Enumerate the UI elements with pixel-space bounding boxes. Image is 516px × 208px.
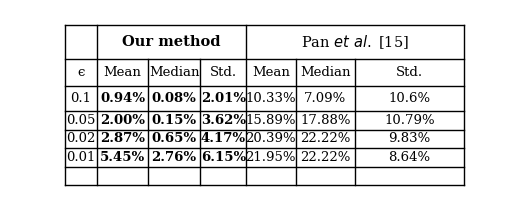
Text: 21.95%: 21.95%: [246, 151, 296, 164]
Text: 8.64%: 8.64%: [389, 151, 431, 164]
Text: Std.: Std.: [209, 66, 237, 79]
Text: 2.87%: 2.87%: [100, 132, 145, 145]
Text: 2.00%: 2.00%: [100, 114, 145, 127]
Text: Std.: Std.: [396, 66, 423, 79]
Text: Median: Median: [149, 66, 199, 79]
Text: 9.83%: 9.83%: [389, 132, 431, 145]
Text: 0.94%: 0.94%: [100, 92, 145, 105]
Text: 3.62%: 3.62%: [201, 114, 246, 127]
Text: Median: Median: [300, 66, 350, 79]
Text: 0.1: 0.1: [70, 92, 91, 105]
Text: 0.02: 0.02: [66, 132, 95, 145]
Text: Mean: Mean: [252, 66, 290, 79]
Text: Mean: Mean: [104, 66, 141, 79]
Text: Pan $\it{et\ al.}$ [15]: Pan $\it{et\ al.}$ [15]: [301, 33, 409, 51]
Text: 7.09%: 7.09%: [304, 92, 346, 105]
Text: 10.33%: 10.33%: [246, 92, 296, 105]
Text: 2.01%: 2.01%: [201, 92, 246, 105]
Text: 4.17%: 4.17%: [201, 132, 246, 145]
Text: 0.65%: 0.65%: [152, 132, 197, 145]
Text: Our method: Our method: [122, 35, 221, 49]
Text: 6.15%: 6.15%: [201, 151, 246, 164]
Text: 0.01: 0.01: [66, 151, 95, 164]
Text: 22.22%: 22.22%: [300, 151, 350, 164]
Text: 20.39%: 20.39%: [246, 132, 296, 145]
Text: 2.76%: 2.76%: [152, 151, 197, 164]
Text: 15.89%: 15.89%: [246, 114, 296, 127]
Text: 0.15%: 0.15%: [152, 114, 197, 127]
Text: 10.6%: 10.6%: [389, 92, 431, 105]
Text: 10.79%: 10.79%: [384, 114, 435, 127]
Text: ϵ: ϵ: [77, 66, 85, 79]
Text: 5.45%: 5.45%: [100, 151, 145, 164]
Text: 22.22%: 22.22%: [300, 132, 350, 145]
Text: 17.88%: 17.88%: [300, 114, 350, 127]
Text: 0.05: 0.05: [66, 114, 95, 127]
Text: 0.08%: 0.08%: [152, 92, 197, 105]
